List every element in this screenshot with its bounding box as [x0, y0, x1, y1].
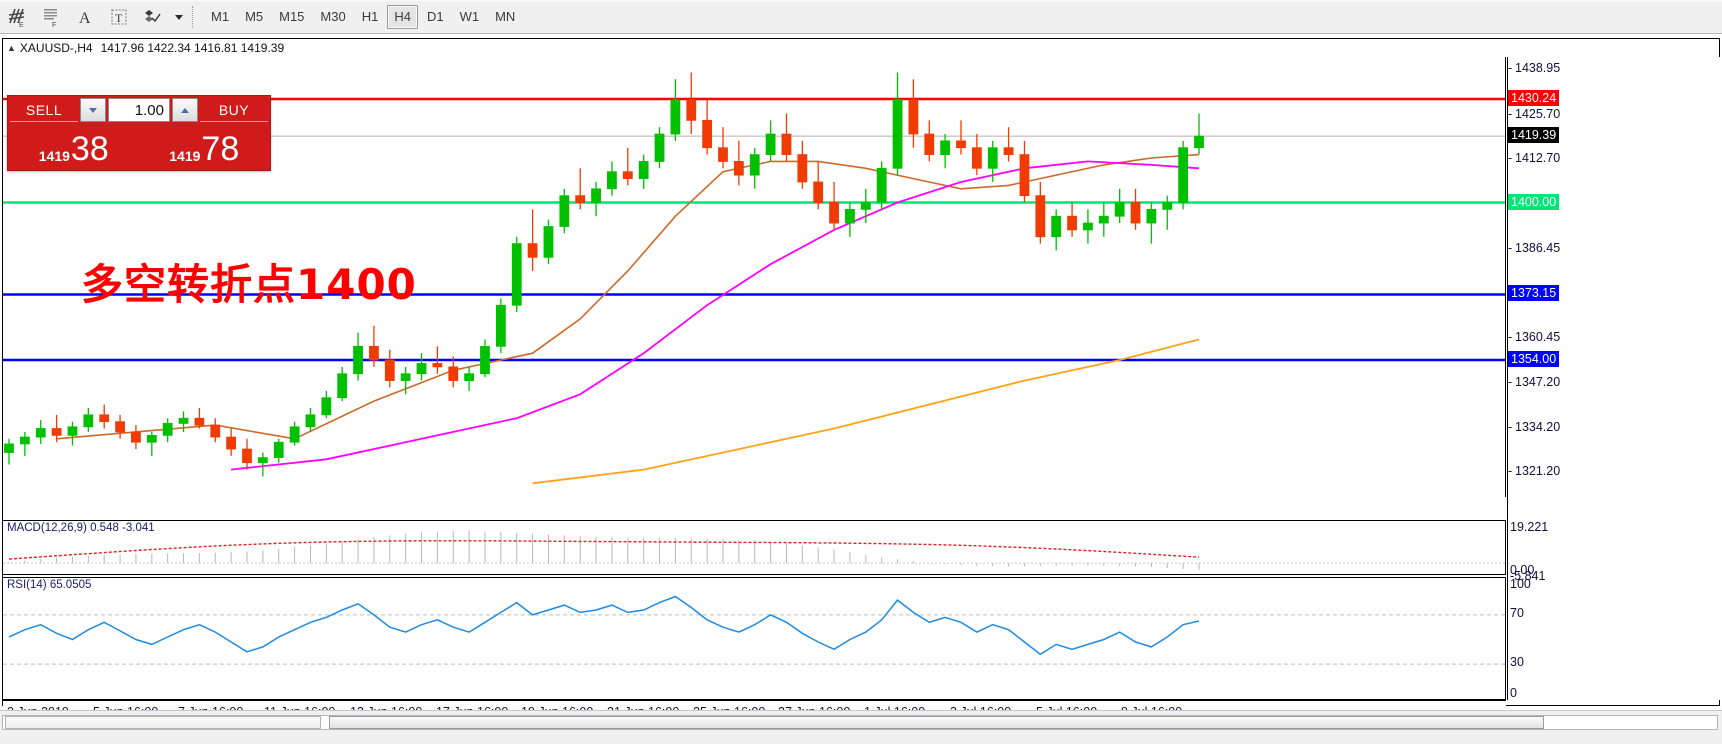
- scrollbar-left-segment[interactable]: [5, 716, 321, 729]
- chart-window: ▲ XAUUSD-,H4 1417.96 1422.34 1416.81 141…: [2, 38, 1720, 724]
- svg-text:E: E: [19, 22, 24, 28]
- price-tick-1386-45: -1386.45: [1508, 241, 1562, 255]
- svg-text:F: F: [52, 22, 56, 28]
- price-tick-1360-45: -1360.45: [1508, 330, 1562, 344]
- timeframe-h1[interactable]: H1: [361, 9, 379, 24]
- objects-icon[interactable]: [136, 2, 170, 32]
- svg-text:T: T: [115, 11, 123, 25]
- price-tick-label: 1354.00: [1508, 351, 1560, 368]
- toolbar-divider: [192, 5, 199, 28]
- timeframe-d1[interactable]: D1: [426, 9, 444, 24]
- macd-pane[interactable]: MACD(12,26,9) 0.548 -3.041: [3, 520, 1506, 575]
- scrollbar-thumb[interactable]: [329, 716, 1544, 729]
- sell-price-display[interactable]: 1419 38: [10, 124, 138, 166]
- price-tick-1412-70: -1412.70: [1508, 151, 1562, 165]
- rsi-chart-svg: [3, 595, 1505, 665]
- price-tick-1373-15: 1373.15: [1508, 285, 1560, 302]
- sell-price-big: 38: [70, 130, 109, 168]
- price-tick-label: 1412.70: [1515, 151, 1561, 166]
- price-tick-1438-95: -1438.95: [1508, 61, 1562, 75]
- one-click-trading-panel[interactable]: SELL 1.00 BUY 1419 38 1419 78: [7, 95, 271, 171]
- trade-panel-quotes: 1419 38 1419 78: [8, 124, 270, 168]
- dropdown-arrow-icon[interactable]: [170, 2, 188, 32]
- rsi-pane[interactable]: RSI(14) 65.0505: [3, 577, 1506, 700]
- tick-dash: -: [1508, 375, 1513, 390]
- price-tick-label: 1360.45: [1515, 329, 1561, 344]
- indicators-icon[interactable]: E: [0, 2, 34, 32]
- buy-price-prefix: 1419: [169, 148, 201, 164]
- price-tick-label: 1425.70: [1515, 106, 1561, 121]
- tick-dash: -: [1508, 151, 1513, 166]
- rsi-tick-label: 30: [1510, 655, 1524, 670]
- price-tick-1425-70: -1425.70: [1508, 107, 1562, 121]
- chart-ohlc-values: 1417.96 1422.34 1416.81 1419.39: [100, 41, 285, 55]
- tick-dash: -: [1508, 329, 1513, 344]
- scrollbar-track[interactable]: [2, 715, 1718, 730]
- templates-icon[interactable]: F: [34, 2, 68, 32]
- price-tick-label: 1438.95: [1515, 61, 1561, 76]
- price-tick-label: 1419.39: [1508, 127, 1560, 144]
- main-toolbar: E F A T: [0, 0, 1722, 34]
- buy-price-big: 78: [201, 130, 240, 168]
- text-label-icon[interactable]: T: [102, 2, 136, 32]
- price-tick-1347-20: -1347.20: [1508, 375, 1562, 389]
- buy-price-display[interactable]: 1419 78: [140, 124, 268, 168]
- tick-dash: -: [1508, 240, 1513, 255]
- volume-decrease-button[interactable]: [80, 98, 106, 122]
- timeframe-h4[interactable]: H4: [387, 4, 418, 29]
- tick-dash: -: [1508, 106, 1513, 121]
- macd-label: MACD(12,26,9) 0.548 -3.041: [7, 522, 155, 534]
- price-tick-1430-24: 1430.24: [1508, 89, 1560, 106]
- chart-symbol-label: XAUUSD-,H4: [19, 41, 93, 55]
- price-tick-1400-00: 1400.00: [1508, 193, 1560, 210]
- timeframe-w1[interactable]: W1: [459, 9, 480, 24]
- chart-annotation-text: 多空转折点1400: [81, 260, 417, 309]
- tick-dash: -: [1508, 61, 1513, 76]
- volume-increase-button[interactable]: [172, 98, 198, 122]
- timeframe-m5[interactable]: M5: [245, 9, 264, 24]
- price-tick-1419-39: 1419.39: [1508, 127, 1560, 144]
- price-tick-label: 1321.20: [1515, 464, 1561, 479]
- macd-tick-label: 19.221: [1510, 520, 1549, 534]
- chart-symbol-bar: ▲ XAUUSD-,H4 1417.96 1422.34 1416.81 141…: [3, 39, 1719, 57]
- macd-tick-label: 0.00: [1510, 563, 1535, 577]
- price-tick-label: 1347.20: [1515, 375, 1561, 390]
- collapse-triangle-icon[interactable]: ▲: [7, 43, 16, 53]
- price-tick-label: 1373.15: [1508, 285, 1560, 302]
- volume-input[interactable]: 1.00: [108, 98, 170, 122]
- rsi-tick-label: 0: [1510, 686, 1517, 700]
- rsi-label: RSI(14) 65.0505: [7, 579, 92, 591]
- price-tick-1321-20: -1321.20: [1508, 464, 1562, 478]
- tick-dash: -: [1508, 419, 1513, 434]
- trade-panel-controls: SELL 1.00 BUY: [8, 96, 270, 124]
- sell-button[interactable]: SELL: [10, 98, 78, 122]
- svg-text:A: A: [79, 10, 91, 27]
- macd-chart-svg: [3, 531, 1505, 570]
- price-scale[interactable]: -1438.95 1430.24-1425.70 1419.39-1412.70 14…: [1507, 57, 1720, 700]
- timeframe-m15[interactable]: M15: [279, 9, 305, 24]
- price-tick-label: 1386.45: [1515, 240, 1561, 255]
- price-tick-label: 1400.00: [1508, 193, 1560, 210]
- timeframe-m1[interactable]: M1: [211, 9, 230, 24]
- timeframe-mn[interactable]: MN: [495, 9, 516, 24]
- rsi-tick-label: 100: [1510, 577, 1531, 591]
- text-icon[interactable]: A: [68, 2, 102, 32]
- buy-button[interactable]: BUY: [200, 98, 268, 122]
- sell-price-prefix: 1419: [38, 148, 70, 164]
- price-tick-1354-00: 1354.00: [1508, 351, 1560, 368]
- price-tick-1334-20: -1334.20: [1508, 420, 1562, 434]
- tick-dash: -: [1508, 464, 1513, 479]
- price-tick-label: 1334.20: [1515, 419, 1561, 434]
- rsi-tick-label: 70: [1510, 605, 1524, 620]
- price-tick-label: 1430.24: [1508, 89, 1560, 106]
- horizontal-scrollbar[interactable]: [0, 710, 1722, 744]
- timeframe-m30[interactable]: M30: [320, 9, 346, 24]
- macd-tick-label: -5.841: [1510, 569, 1546, 583]
